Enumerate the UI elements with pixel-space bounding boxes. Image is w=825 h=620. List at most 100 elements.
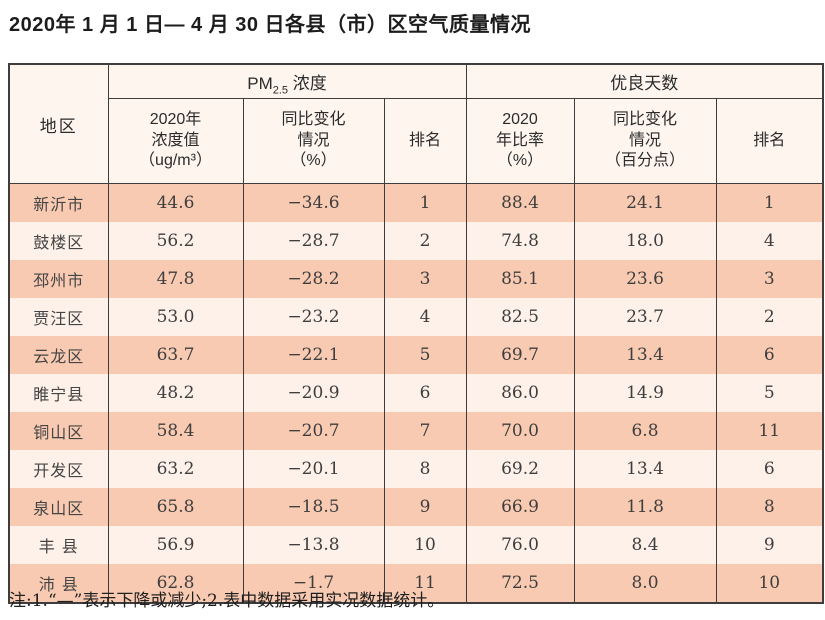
cell-region: 睢宁县 [8, 374, 109, 412]
table-row: 丰 县 56.9 −13.8 10 76.0 8.4 9 [8, 526, 824, 564]
cell-ratio-change: 24.1 [573, 183, 717, 222]
cell-region: 沛 县 [8, 564, 109, 603]
cell-ratio-rank: 8 [715, 488, 824, 526]
header-ratio-rank: 排名 [715, 98, 824, 184]
cell-pm-change: −13.8 [242, 526, 385, 564]
cell-pm-value: 44.6 [107, 183, 244, 222]
cell-pm-change: −20.7 [242, 412, 385, 450]
cell-pm-value: 56.9 [107, 526, 244, 564]
header-ratio-change: 同比变化 情况 （百分点） [573, 98, 717, 184]
cell-pm-rank: 5 [383, 336, 467, 374]
table-row: 铜山区 58.4 −20.7 7 70.0 6.8 11 [8, 412, 824, 450]
cell-ratio-change: 13.4 [573, 336, 717, 374]
pm25-label: PM [247, 74, 273, 93]
cell-pm-value: 63.7 [107, 336, 244, 374]
cell-ratio-rank: 5 [715, 374, 824, 412]
cell-region: 鼓楼区 [8, 222, 109, 260]
header-sub-row: 2020年 浓度值 （ug/m³） 同比变化 情况 （%） 排名 2020 年比… [9, 98, 824, 184]
cell-pm-rank: 9 [383, 488, 467, 526]
cell-region: 泉山区 [8, 488, 109, 526]
table-row: 泉山区 65.8 −18.5 9 66.9 11.8 8 [8, 488, 824, 526]
cell-pm-rank: 11 [383, 564, 467, 603]
cell-pm-value: 65.8 [107, 488, 244, 526]
header-pm-rank: 排名 [383, 98, 467, 184]
cell-ratio: 69.7 [465, 336, 575, 374]
table-header: 地区 PM2.5 浓度 优良天数 2020年 浓度值 （ug/m³） 同比变化 … [8, 63, 824, 184]
cell-ratio-rank: 3 [715, 260, 824, 298]
cell-ratio-rank: 9 [715, 526, 824, 564]
footnote: 注:1.“—”表示下降或减少;2.表中数据采用实况数据统计。 [9, 591, 445, 611]
cell-ratio-change: 6.8 [573, 412, 717, 450]
table-row: 鼓楼区 56.2 −28.7 2 74.8 18.0 4 [8, 222, 824, 260]
cell-pm-value: 58.4 [107, 412, 244, 450]
cell-pm-rank: 10 [383, 526, 467, 564]
header-ratio: 2020 年比率 （%） [465, 98, 575, 184]
cell-region: 邳州市 [8, 260, 109, 298]
cell-pm-change: −23.2 [242, 298, 385, 336]
cell-pm-value: 53.0 [107, 298, 244, 336]
cell-region: 贾汪区 [8, 298, 109, 336]
cell-pm-rank: 3 [383, 260, 467, 298]
cell-ratio: 66.9 [465, 488, 575, 526]
cell-ratio: 86.0 [465, 374, 575, 412]
cell-ratio-change: 23.7 [573, 298, 717, 336]
cell-region: 云龙区 [8, 336, 109, 374]
cell-pm-change: −18.5 [242, 488, 385, 526]
cell-pm-value: 47.8 [107, 260, 244, 298]
cell-ratio: 76.0 [465, 526, 575, 564]
cell-pm-change: −28.2 [242, 260, 385, 298]
cell-pm-value: 56.2 [107, 222, 244, 260]
cell-ratio-change: 13.4 [573, 450, 717, 488]
cell-pm-change: −34.6 [242, 183, 385, 222]
cell-pm-value: 62.8 [107, 564, 244, 603]
header-pm-change: 同比变化 情况 （%） [242, 98, 385, 184]
cell-ratio-change: 8.4 [573, 526, 717, 564]
cell-ratio-rank: 2 [715, 298, 824, 336]
table-row: 睢宁县 48.2 −20.9 6 86.0 14.9 5 [8, 374, 824, 412]
pm25-label-suffix: 浓度 [288, 74, 327, 93]
cell-ratio: 82.5 [465, 298, 575, 336]
table-row: 贾汪区 53.0 −23.2 4 82.5 23.7 2 [8, 298, 824, 336]
pm25-subscript: 2.5 [272, 84, 289, 97]
cell-ratio-rank: 1 [715, 183, 824, 222]
table-row: 开发区 63.2 −20.1 8 69.2 13.4 6 [8, 450, 824, 488]
cell-ratio-rank: 10 [715, 564, 824, 603]
cell-ratio: 85.1 [465, 260, 575, 298]
cell-ratio: 74.8 [465, 222, 575, 260]
table-body: 新沂市 44.6 −34.6 1 88.4 24.1 1 鼓楼区 56.2 −28.7 2 74.8 1… [8, 183, 824, 603]
table-row: 邳州市 47.8 −28.2 3 85.1 23.6 3 [8, 260, 824, 298]
cell-ratio-rank: 11 [715, 412, 824, 450]
cell-pm-rank: 4 [383, 298, 467, 336]
table-row: 新沂市 44.6 −34.6 1 88.4 24.1 1 [8, 183, 824, 222]
cell-ratio-change: 14.9 [573, 374, 717, 412]
cell-ratio-change: 18.0 [573, 222, 717, 260]
cell-region: 丰 县 [8, 526, 109, 564]
header-group-row: 地区 PM2.5 浓度 优良天数 [8, 63, 824, 184]
cell-ratio: 70.0 [465, 412, 575, 450]
cell-ratio: 69.2 [465, 450, 575, 488]
header-region: 地区 [8, 63, 109, 184]
cell-ratio-change: 8.0 [573, 564, 717, 603]
cell-pm-rank: 8 [383, 450, 467, 488]
cell-pm-change: −22.1 [242, 336, 385, 374]
cell-region: 新沂市 [8, 183, 109, 222]
cell-region: 开发区 [8, 450, 109, 488]
table-row: 云龙区 63.7 −22.1 5 69.7 13.4 6 [8, 336, 824, 374]
cell-pm-rank: 2 [383, 222, 467, 260]
header-pm-value: 2020年 浓度值 （ug/m³） [107, 98, 244, 184]
cell-pm-value: 48.2 [107, 374, 244, 412]
cell-ratio-change: 11.8 [573, 488, 717, 526]
cell-pm-value: 63.2 [107, 450, 244, 488]
header-group-pm25: PM2.5 浓度 [107, 63, 467, 99]
table-row: 沛 县 62.8 −1.7 11 72.5 8.0 10 [8, 564, 824, 603]
cell-region: 铜山区 [8, 412, 109, 450]
cell-ratio-rank: 6 [715, 450, 824, 488]
cell-pm-change: −28.7 [242, 222, 385, 260]
cell-pm-change: −20.1 [242, 450, 385, 488]
page-title: 2020年 1 月 1 日— 4 月 30 日各县（市）区空气质量情况 [9, 14, 532, 36]
cell-ratio: 88.4 [465, 183, 575, 222]
cell-pm-rank: 7 [383, 412, 467, 450]
cell-pm-rank: 6 [383, 374, 467, 412]
header-group-good-days: 优良天数 [465, 63, 824, 99]
air-quality-table: 地区 PM2.5 浓度 优良天数 2020年 浓度值 （ug/m³） 同比变化 … [8, 63, 825, 604]
